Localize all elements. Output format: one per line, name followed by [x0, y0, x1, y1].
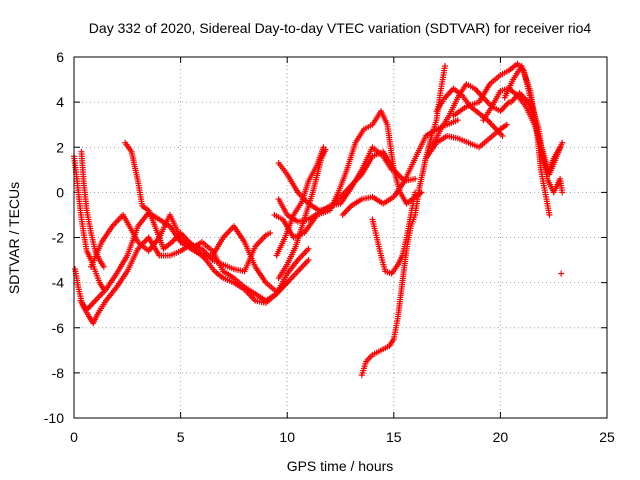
x-tick-label: 15	[386, 429, 402, 445]
x-tick-label: 0	[70, 429, 78, 445]
y-axis-label: SDTVAR / TECUs	[6, 182, 22, 294]
data-point	[499, 132, 506, 139]
data-point	[503, 121, 510, 128]
y-tick-label: 2	[56, 139, 64, 155]
data-point	[559, 139, 566, 146]
chart-grid	[74, 57, 607, 418]
y-tick-label: -6	[52, 320, 65, 336]
x-axis-label: GPS time / hours	[287, 458, 394, 474]
y-tick-label: -2	[52, 230, 65, 246]
y-tick-label: 0	[56, 184, 64, 200]
data-point	[559, 189, 566, 196]
y-tick-label: 6	[56, 49, 64, 65]
data-point	[558, 270, 565, 277]
data-point	[267, 229, 274, 236]
y-tick-label: -4	[52, 275, 65, 291]
data-point	[454, 117, 461, 124]
y-tick-labels: -10 -8 -6 -4 -2 0 2 4 6	[44, 49, 64, 426]
x-tick-labels: 0 5 10 15 20 25	[70, 429, 615, 445]
y-tick-label: 4	[56, 94, 64, 110]
data-point	[305, 257, 312, 264]
x-tick-label: 5	[177, 429, 185, 445]
data-point	[546, 211, 553, 218]
data-point	[305, 245, 312, 252]
x-tick-label: 10	[279, 429, 295, 445]
x-tick-label: 25	[599, 429, 615, 445]
plot-frame	[73, 56, 608, 419]
data-point	[441, 63, 448, 70]
data-points	[71, 60, 566, 379]
x-tick-label: 20	[493, 429, 509, 445]
data-point	[320, 144, 327, 151]
y-tick-label: -10	[44, 410, 64, 426]
data-point	[412, 175, 419, 182]
y-tick-label: -8	[52, 365, 65, 381]
chart-title: Day 332 of 2020, Sidereal Day-to-day VTE…	[89, 20, 592, 36]
data-point	[100, 263, 107, 270]
data-point	[557, 144, 564, 151]
